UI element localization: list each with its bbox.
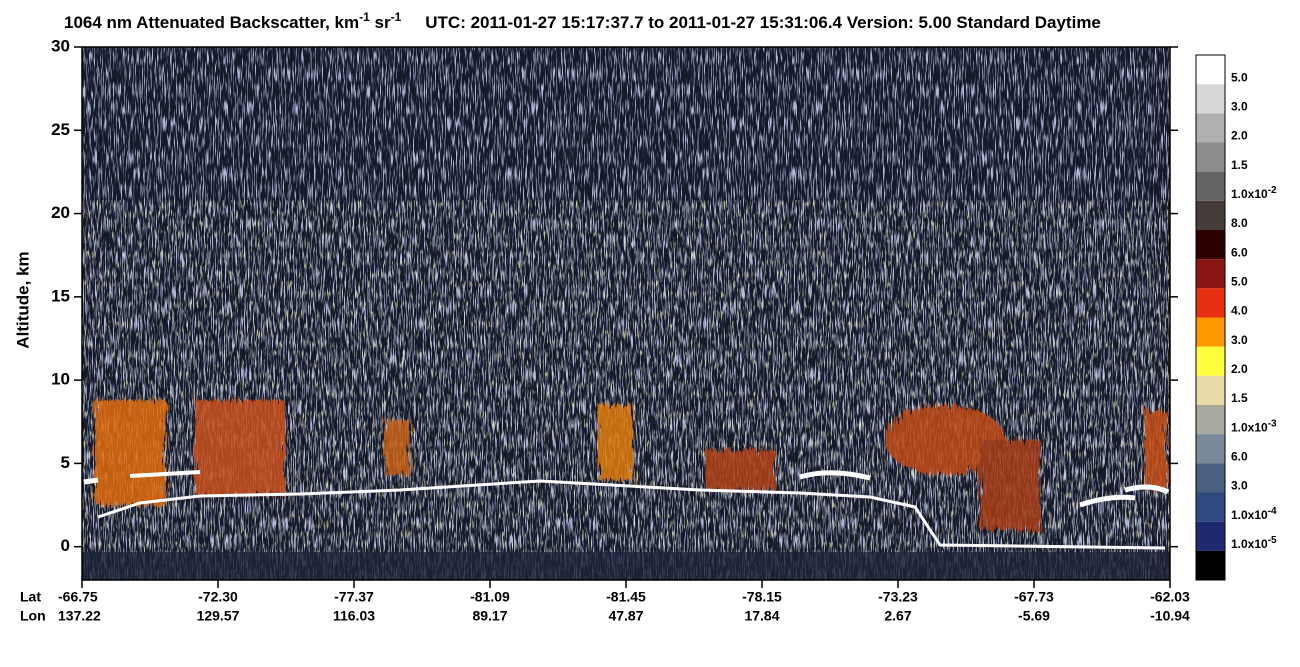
colorbar-label-text: 3.0 (1231, 333, 1248, 347)
colorbar-label: 5.0 (1231, 71, 1248, 85)
colorbar-swatch (1196, 230, 1225, 260)
x-tick-label: 17.84 (744, 608, 779, 624)
x-row-label: Lat (20, 589, 41, 605)
colorbar-label-exp: -3 (1268, 418, 1277, 429)
colorbar-label: 2.0 (1231, 129, 1248, 143)
colorbar-label-text: 1.0x10 (1231, 187, 1268, 201)
colorbar-swatch (1196, 550, 1225, 580)
x-tick-label: -10.94 (1150, 608, 1190, 624)
colorbar-label-text: 6.0 (1231, 450, 1248, 464)
colorbar-swatch (1196, 492, 1225, 522)
colorbar-label: 3.0 (1231, 333, 1248, 347)
colorbar-label-text: 8.0 (1231, 216, 1248, 230)
colorbar-label: 1.0x10-3 (1231, 418, 1277, 435)
colorbar-label-text: 5.0 (1231, 71, 1248, 85)
colorbar-swatch (1196, 171, 1225, 201)
colorbar-label: 1.0x10-4 (1231, 505, 1277, 522)
colorbar-label-text: 3.0 (1231, 100, 1248, 114)
x-tick-label: -72.30 (198, 589, 238, 605)
y-tick-label: 25 (51, 120, 70, 139)
colorbar-swatch (1196, 288, 1225, 318)
colorbar-label: 1.0x10-5 (1231, 535, 1277, 552)
x-tick-label: 129.57 (197, 608, 240, 624)
colorbar-label-exp: -2 (1268, 185, 1277, 196)
x-tick-label: 2.67 (884, 608, 911, 624)
colorbar-swatch (1196, 55, 1225, 85)
colorbar-label: 8.0 (1231, 216, 1248, 230)
colorbar-swatch (1196, 375, 1225, 405)
colorbar-swatch (1196, 521, 1225, 551)
colorbar-swatch (1196, 346, 1225, 376)
colorbar-label-text: 5.0 (1231, 275, 1248, 289)
colorbar-label-text: 1.5 (1231, 158, 1248, 172)
x-tick-label: 89.17 (472, 608, 507, 624)
colorbar-swatch (1196, 259, 1225, 289)
colorbar-swatch (1196, 405, 1225, 435)
colorbar-label: 3.0 (1231, 479, 1248, 493)
colorbar-label: 6.0 (1231, 450, 1248, 464)
x-tick-label: -67.73 (1014, 589, 1054, 605)
colorbar-label: 2.0 (1231, 362, 1248, 376)
colorbar-label-text: 1.0x10 (1231, 537, 1268, 551)
colorbar-swatch (1196, 84, 1225, 114)
x-tick-label: -81.09 (470, 589, 510, 605)
colorbar-swatch (1196, 113, 1225, 143)
chart-title: 1064 nm Attenuated Backscatter, km-1 sr-… (64, 10, 1101, 32)
colorbar-swatch (1196, 434, 1225, 464)
colorbar-swatch (1196, 463, 1225, 493)
y-axis-label: Altitude, km (13, 251, 32, 348)
colorbar-label-text: 2.0 (1231, 129, 1248, 143)
y-tick-label: 15 (51, 286, 70, 305)
x-tick-label: -73.23 (878, 589, 918, 605)
colorbar-label-text: 2.0 (1231, 362, 1248, 376)
colorbar-label: 1.5 (1231, 158, 1248, 172)
colorbar-label: 6.0 (1231, 246, 1248, 260)
x-row-label: Lon (20, 608, 46, 624)
colorbar-swatch (1196, 142, 1225, 172)
colorbar-label: 1.5 (1231, 391, 1248, 405)
colorbar-label-text: 1.0x10 (1231, 508, 1268, 522)
colorbar-label-text: 6.0 (1231, 246, 1248, 260)
x-tick-label: -66.75 (58, 589, 98, 605)
colorbar-label: 5.0 (1231, 275, 1248, 289)
colorbar-label-text: 1.5 (1231, 391, 1248, 405)
y-tick-label: 30 (51, 36, 70, 55)
colorbar-label-text: 4.0 (1231, 304, 1248, 318)
colorbar-swatch (1196, 200, 1225, 230)
x-tick-label: -77.37 (334, 589, 374, 605)
colorbar-label: 1.0x10-2 (1231, 185, 1277, 202)
x-tick-label: -78.15 (742, 589, 782, 605)
x-tick-label: 137.22 (58, 608, 101, 624)
y-tick-label: 5 (61, 453, 70, 472)
x-tick-label: -81.45 (606, 589, 646, 605)
colorbar-label: 4.0 (1231, 304, 1248, 318)
y-tick-label: 10 (51, 370, 70, 389)
x-tick-label: -5.69 (1018, 608, 1050, 624)
colorbar-label-text: 1.0x10 (1231, 421, 1268, 435)
colorbar-frame (1195, 54, 1226, 581)
y-tick-label: 0 (61, 536, 70, 555)
x-tick-label: 116.03 (333, 608, 375, 624)
colorbar-label-exp: -5 (1268, 535, 1277, 546)
y-tick-label: 20 (51, 203, 70, 222)
colorbar-swatch (1196, 317, 1225, 347)
colorbar-label-exp: -4 (1268, 505, 1277, 516)
backscatter-image (82, 47, 1170, 580)
colorbar-label-text: 3.0 (1231, 479, 1248, 493)
x-tick-label: -62.03 (1150, 589, 1190, 605)
colorbar-label: 3.0 (1231, 100, 1248, 114)
x-tick-label: 47.87 (608, 608, 643, 624)
